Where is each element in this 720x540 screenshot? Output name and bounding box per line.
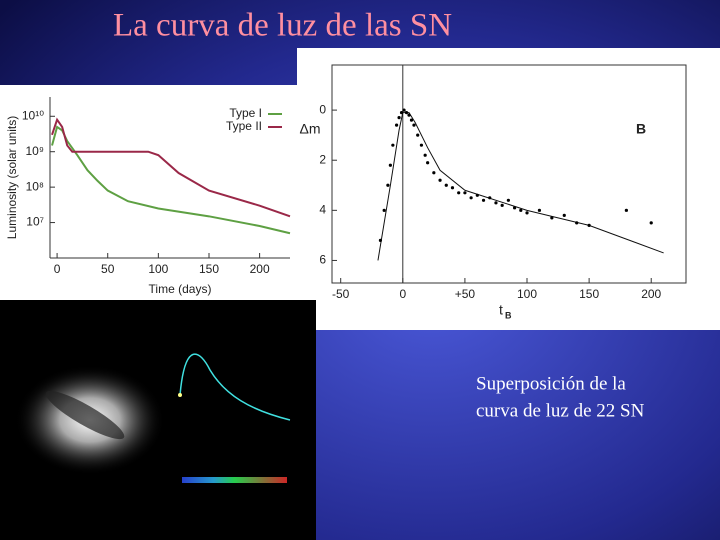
point	[624, 208, 628, 212]
x-tick-label: 200	[641, 287, 661, 301]
point	[457, 191, 461, 195]
point	[386, 183, 390, 187]
y-tick-label: 0	[319, 102, 326, 116]
point	[550, 216, 554, 220]
point	[404, 111, 409, 115]
legend-label: Type I	[229, 106, 262, 120]
caption: curva de luz de 22 SN	[476, 400, 645, 421]
x-tick-label: 150	[199, 262, 219, 276]
x-tick-label: 200	[250, 262, 270, 276]
point	[500, 203, 504, 207]
y-axis-label: Luminosity (solar units)	[5, 116, 19, 239]
point	[388, 163, 392, 167]
point	[423, 153, 427, 157]
point	[382, 208, 386, 212]
point	[575, 221, 579, 225]
point	[426, 161, 430, 165]
point	[450, 186, 455, 190]
x-axis-label-sub: B	[505, 310, 512, 320]
point	[519, 208, 523, 212]
point	[494, 201, 498, 205]
y-tick-label: 10¹⁰	[22, 108, 44, 122]
fit-line	[377, 112, 664, 261]
y-axis-label: Δm	[299, 121, 320, 137]
point	[649, 221, 653, 225]
point	[419, 143, 424, 147]
y-tick-label: 10⁹	[26, 144, 45, 158]
sn-dot	[178, 393, 182, 397]
y-tick-label: 10⁸	[26, 179, 44, 193]
point	[587, 223, 591, 227]
point	[378, 238, 383, 243]
point	[397, 116, 401, 120]
point	[399, 111, 404, 115]
dust-lane	[45, 390, 125, 440]
point	[475, 193, 479, 197]
chart-1: 0 50 100 150 200 10⁷ 10⁸ 10⁹ 10¹⁰ Time (days) Lumi…	[5, 97, 291, 296]
point	[463, 191, 467, 195]
x-axis-label: t	[499, 302, 503, 318]
x-tick-label: 100	[517, 287, 537, 301]
point	[402, 108, 406, 112]
point	[438, 178, 442, 182]
x-tick-label: 0	[54, 262, 61, 276]
x-tick-label: +50	[455, 287, 476, 301]
x-axis-label: Time (days)	[149, 282, 212, 296]
caption: Superposición de la	[476, 373, 626, 394]
point	[391, 143, 395, 147]
point	[525, 211, 529, 215]
x-tick-label: 0	[399, 287, 406, 301]
spectrum	[182, 477, 287, 483]
point	[394, 123, 399, 127]
frame	[331, 64, 687, 284]
point	[506, 198, 510, 202]
annotation: B	[636, 121, 646, 137]
y-tick-label: 10⁷	[26, 215, 44, 229]
point	[562, 213, 566, 217]
point	[412, 123, 416, 127]
mini-light-curve	[179, 353, 291, 421]
point	[409, 118, 414, 122]
point	[444, 183, 448, 187]
x-tick-label: 100	[148, 262, 168, 276]
x-tick-label: -50	[332, 287, 350, 301]
point	[537, 208, 542, 212]
slide-title: La curva de luz de las SN	[113, 8, 452, 44]
point	[488, 196, 492, 200]
point	[407, 113, 411, 117]
photo	[0, 300, 316, 540]
point	[469, 196, 473, 200]
series-line	[51, 117, 291, 218]
x-tick-label: 50	[101, 262, 115, 276]
point	[416, 133, 420, 137]
y-tick-label: 4	[319, 203, 326, 217]
point	[432, 171, 436, 175]
y-tick-label: 6	[319, 253, 326, 267]
x-tick-label: 150	[579, 287, 599, 301]
point	[481, 198, 486, 202]
y-tick-label: 2	[319, 152, 326, 166]
point	[512, 206, 517, 210]
legend-label: Type II	[226, 119, 262, 133]
